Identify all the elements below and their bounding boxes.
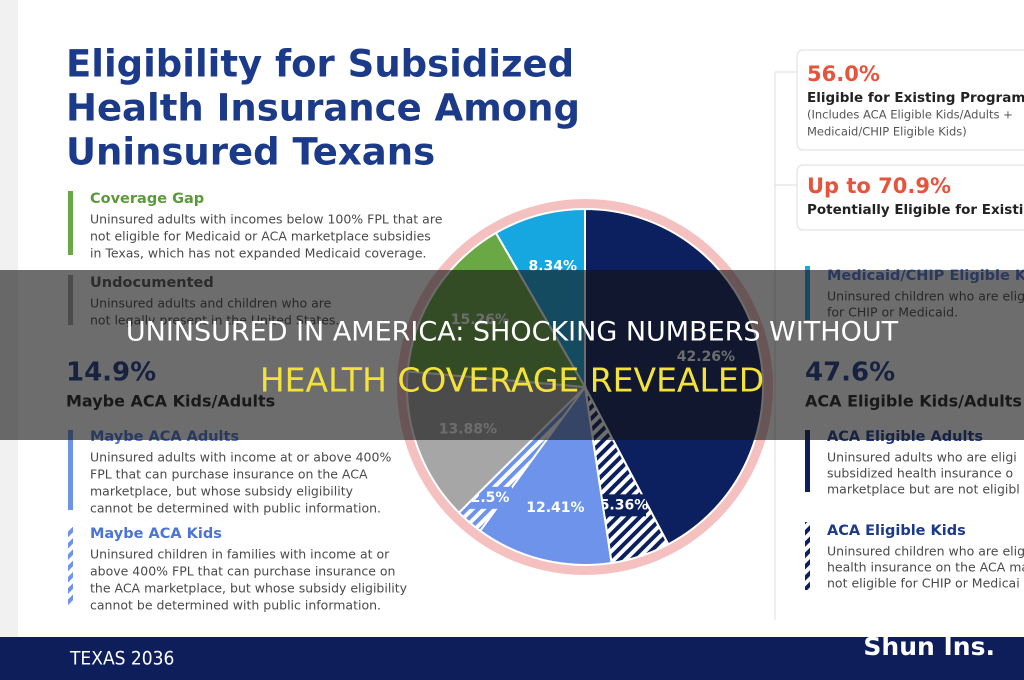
- legend-desc: not eligible for Medicaid or ACA marketp…: [90, 229, 431, 244]
- watermark: Shun Ins.: [863, 632, 995, 661]
- box: [796, 164, 1024, 231]
- title-line: Eligibility for Subsidized: [66, 43, 574, 86]
- legend-desc: Uninsured adults with income at or above…: [90, 450, 391, 465]
- legend-desc: in Texas, which has not expanded Medicai…: [90, 246, 427, 261]
- legend-bar: [805, 522, 810, 590]
- banner-line: HEALTH COVERAGE REVEALED: [260, 361, 764, 400]
- legend-desc: Uninsured adults with incomes below 100%…: [90, 212, 443, 227]
- box-value: 56.0%: [807, 62, 880, 86]
- legend-title: Maybe ACA Kids: [90, 526, 222, 542]
- box-line: Potentially Eligible for Existi: [807, 202, 1023, 218]
- legend-desc: cannot be determined with public informa…: [90, 501, 381, 516]
- legend-desc: FPL that can purchase insurance on the A…: [90, 467, 368, 482]
- box-line: Medicaid/CHIP Eligible Kids): [807, 125, 967, 139]
- legend-bar: [805, 430, 810, 492]
- box-line: Eligible for Existing Program: [807, 90, 1024, 106]
- box: [796, 49, 1024, 151]
- legend-desc: Uninsured children in families with inco…: [90, 547, 390, 562]
- legend-desc: subsidized health insurance o: [827, 466, 1013, 481]
- footer-bar: [0, 637, 1024, 680]
- title-line: Uninsured Texans: [66, 131, 435, 174]
- box-value: Up to 70.9%: [807, 174, 951, 198]
- banner-line: UNINSURED IN AMERICA: SHOCKING NUMBERS W…: [126, 317, 899, 348]
- box-line: (Includes ACA Eligible Kids/Adults +: [807, 108, 1013, 122]
- legend-title: ACA Eligible Kids: [827, 523, 966, 539]
- data-label: 12.41%: [526, 500, 584, 516]
- legend-bar: [68, 527, 73, 605]
- legend-desc: marketplace but are not eligibl: [827, 482, 1020, 497]
- legend-desc: Uninsured children who are elig: [827, 544, 1024, 559]
- banner: [0, 270, 1024, 440]
- legend-title: Coverage Gap: [90, 191, 204, 207]
- legend-desc: above 400% FPL that can purchase insuran…: [90, 564, 395, 579]
- data-label: 2.5%: [471, 490, 510, 506]
- data-label: 5.36%: [600, 497, 649, 513]
- label-bg: [601, 494, 646, 517]
- legend-desc: marketplace, but whose subsidy eligibili…: [90, 484, 354, 499]
- legend-bar: [68, 430, 73, 510]
- legend-desc: cannot be determined with public informa…: [90, 598, 381, 613]
- logo: TEXAS 2036: [69, 648, 174, 670]
- legend-desc: Uninsured adults who are eligi: [827, 450, 1017, 465]
- title-line: Health Insurance Among: [66, 87, 580, 130]
- legend-desc: not eligible for CHIP or Medicai: [827, 576, 1020, 591]
- legend-desc: health insurance on the ACA ma: [827, 560, 1024, 575]
- legend-desc: the ACA marketplace, but whose subsidy e…: [90, 581, 408, 596]
- legend-bar: [68, 191, 73, 255]
